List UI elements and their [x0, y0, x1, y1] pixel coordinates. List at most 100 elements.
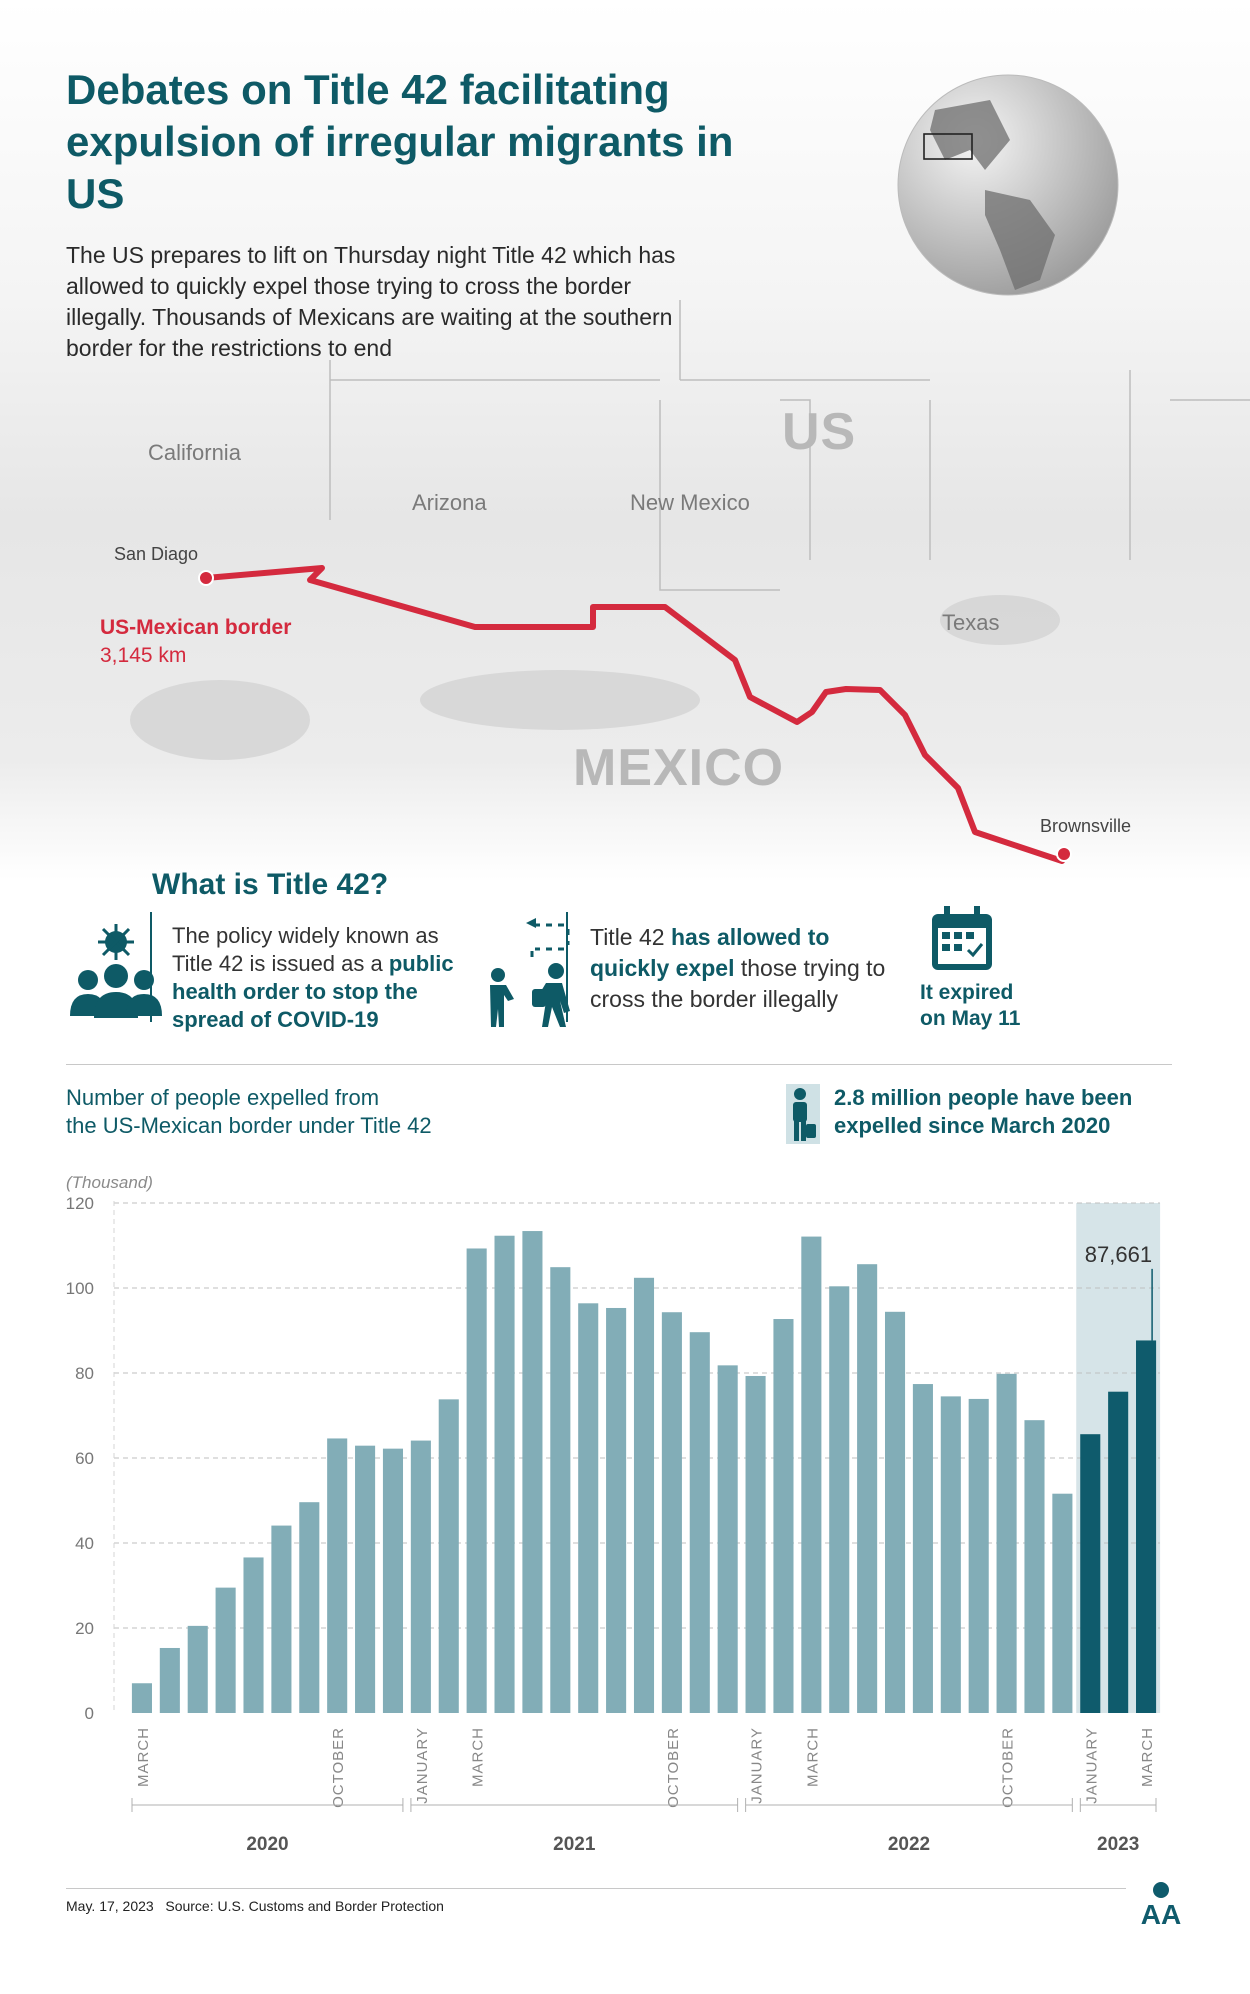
bar [438, 1399, 459, 1713]
country-label-mexico: MEXICO [573, 739, 785, 797]
info-text-1: The policy widely known as Title 42 is i… [172, 922, 472, 1034]
bar [1024, 1420, 1045, 1713]
bar [327, 1438, 348, 1713]
bar [382, 1448, 404, 1713]
terrain-shading [130, 595, 1060, 760]
total-expelled-stat: 2.8 million people have been expelled si… [834, 1084, 1132, 1140]
bar [633, 1277, 655, 1713]
city-label-brownsville: Brownsville [1040, 816, 1132, 836]
bar [606, 1307, 627, 1713]
bar [801, 1236, 822, 1713]
stat-line-2: expelled since March 2020 [834, 1113, 1111, 1138]
bar [550, 1267, 571, 1713]
bar [717, 1365, 738, 1713]
info-text-2-pre: Title 42 [590, 924, 665, 950]
bar [355, 1445, 376, 1713]
state-label-california: California [148, 440, 241, 465]
country-label-us: US [782, 403, 857, 461]
bar [494, 1235, 515, 1713]
bar [829, 1286, 850, 1713]
bar [299, 1502, 320, 1713]
chart-subtitle-line-2: the US-Mexican border under Title 42 [66, 1113, 432, 1138]
stat-line-1: 2.8 million people have been [834, 1085, 1133, 1110]
chart-subtitle: Number of people expelled from the US-Me… [66, 1084, 432, 1140]
bar [159, 1647, 180, 1713]
expired-note: It expired on May 11 [920, 980, 1020, 1032]
month-tick-label: OCTOBER [665, 1727, 682, 1808]
month-tick-label: MARCH [470, 1727, 487, 1787]
year-label: 2020 [246, 1834, 288, 1855]
bar [1052, 1493, 1073, 1713]
bar [215, 1587, 236, 1713]
border-label: US-Mexican border 3,145 km [100, 614, 291, 670]
y-tick-label: 20 [75, 1619, 94, 1638]
bar [131, 1683, 152, 1713]
month-tick-label: MARCH [804, 1727, 821, 1787]
info-text-2-bold: has allowed to quickly expel [590, 924, 830, 981]
bar [1080, 1434, 1101, 1713]
brownsville-marker [1056, 846, 1072, 862]
public-health-icon [70, 924, 162, 1018]
bar [996, 1373, 1017, 1713]
section-divider [66, 1064, 1172, 1065]
page-title: Debates on Title 42 facilitating expulsi… [66, 66, 734, 217]
bar [1108, 1391, 1129, 1713]
state-label-texas: Texas [942, 610, 1000, 635]
bar [912, 1384, 933, 1713]
aa-logo: AA [1141, 1882, 1181, 1928]
bar [661, 1312, 682, 1713]
y-tick-label: 40 [75, 1534, 94, 1553]
bar [745, 1375, 766, 1713]
footer-date: May. 17, 2023 [66, 1898, 154, 1914]
person-luggage-icon [786, 1084, 820, 1144]
border-line [203, 565, 1065, 864]
month-tick-label: MARCH [1139, 1727, 1156, 1787]
globe-icon [897, 74, 1119, 296]
san-diago-marker [198, 570, 214, 586]
y-axis-unit: (Thousand) [66, 1173, 153, 1192]
bar [857, 1264, 878, 1713]
bar [884, 1311, 906, 1713]
month-tick-label: MARCH [135, 1727, 152, 1787]
footer-source: Source: U.S. Customs and Border Protecti… [165, 1898, 444, 1914]
bar [410, 1440, 431, 1713]
bar [689, 1332, 710, 1713]
info-text-2: Title 42 has allowed to quickly expel th… [590, 922, 890, 1015]
expired-line-2: on May 11 [920, 1007, 1021, 1030]
bar [773, 1319, 794, 1713]
callout-label: 87,661 [1085, 1242, 1152, 1267]
info-text-1-bold: public health order to stop the spread o… [172, 951, 454, 1032]
month-tick-label: OCTOBER [1000, 1727, 1017, 1808]
info-text-2-post: those trying to cross the border illegal… [590, 955, 886, 1012]
state-label-arizona: Arizona [412, 490, 487, 515]
bar [243, 1557, 264, 1713]
state-label-new-mexico: New Mexico [630, 490, 750, 515]
map-illustration [130, 74, 1250, 864]
y-tick-label: 120 [66, 1194, 94, 1213]
bar [466, 1248, 487, 1713]
bar [1136, 1340, 1157, 1713]
y-tick-label: 80 [75, 1364, 94, 1383]
logo-text: AA [1141, 1899, 1181, 1928]
section-title: What is Title 42? [152, 868, 389, 901]
bar [968, 1398, 989, 1713]
year-label: 2023 [1097, 1834, 1139, 1855]
expel-people-icon [490, 918, 570, 1027]
footer-text: May. 17, 2023 Source: U.S. Customs and B… [66, 1898, 444, 1914]
border-label-title: US-Mexican border [100, 616, 292, 639]
bar [187, 1625, 208, 1713]
info-text-1-plain: The policy widely known as Title 42 is i… [172, 923, 439, 976]
month-tick-label: OCTOBER [330, 1727, 347, 1808]
year-label: 2021 [553, 1834, 596, 1855]
bar [578, 1303, 599, 1713]
expulsions-bar-chart: (Thousand) 0 20 40 60 80 100 120 87,661 MARCH OCTO… [66, 1173, 1161, 1855]
calendar-icon [932, 906, 992, 970]
bar [522, 1231, 543, 1713]
bar [940, 1396, 961, 1713]
city-label-san-diago: San Diago [114, 544, 199, 564]
month-tick-label: JANUARY [414, 1727, 431, 1804]
state-boundaries [329, 300, 1250, 591]
month-tick-label: JANUARY [1083, 1727, 1100, 1804]
year-label: 2022 [888, 1834, 930, 1855]
y-tick-label: 0 [85, 1704, 94, 1723]
